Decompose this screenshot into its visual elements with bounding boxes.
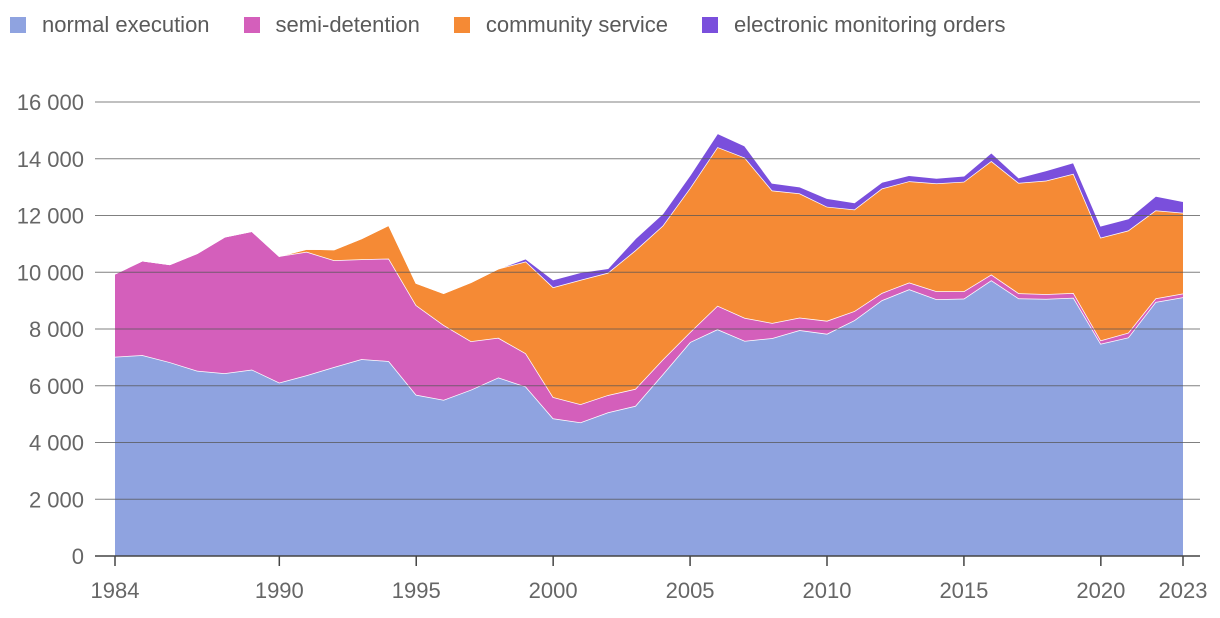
x-tick-label: 2010 (803, 578, 852, 603)
x-tick-label: 1995 (392, 578, 441, 603)
legend-swatch-semi-detention (243, 17, 260, 33)
area-edge-electronic-monitoring-orders (114, 132, 1184, 295)
legend-item-electronic-monitoring[interactable]: electronic monitoring orders (702, 12, 1005, 38)
y-tick-label: 6 000 (29, 374, 84, 399)
legend-swatch-electronic-monitoring (702, 17, 719, 33)
area-normal-execution[interactable] (115, 280, 1183, 556)
x-tick-label: 2005 (666, 578, 715, 603)
x-tick-label: 1990 (255, 578, 304, 603)
x-tick-label: 2020 (1076, 578, 1125, 603)
y-tick-label: 0 (72, 544, 84, 569)
legend-label-semi-detention: semi-detention (275, 12, 420, 37)
legend-item-community-service[interactable]: community service (453, 12, 669, 38)
x-tick-label: 2015 (939, 578, 988, 603)
y-tick-label: 10 000 (17, 260, 84, 285)
legend-item-semi-detention[interactable]: semi-detention (243, 12, 420, 38)
x-tick-label: 2023 (1159, 578, 1208, 603)
axis-layer: 0 2 000 4 000 6 000 8 000 10 000 12 000 14 000 1… (17, 90, 1208, 603)
legend-label-electronic-monitoring: electronic monitoring orders (734, 12, 1006, 37)
y-tick-label: 4 000 (29, 431, 84, 456)
x-tick-label: 2000 (529, 578, 578, 603)
area-community-service[interactable] (115, 147, 1183, 405)
x-tick-label: 1984 (91, 578, 140, 603)
area-semi-detention[interactable] (115, 231, 1183, 423)
area-layer (114, 132, 1184, 556)
legend-swatch-community-service (453, 17, 470, 33)
chart-legend: normal execution semi-detention communit… (10, 12, 1039, 38)
legend-swatch-normal-execution (10, 17, 26, 33)
y-tick-label: 8 000 (29, 317, 84, 342)
y-tick-label: 16 000 (17, 90, 84, 115)
y-tick-label: 12 000 (17, 204, 84, 229)
legend-label-normal-execution: normal execution (42, 12, 210, 37)
y-tick-label: 2 000 (29, 487, 84, 512)
legend-item-normal-execution[interactable]: normal execution (10, 12, 210, 38)
legend-label-community-service: community service (485, 12, 669, 37)
y-tick-label: 14 000 (17, 147, 84, 172)
